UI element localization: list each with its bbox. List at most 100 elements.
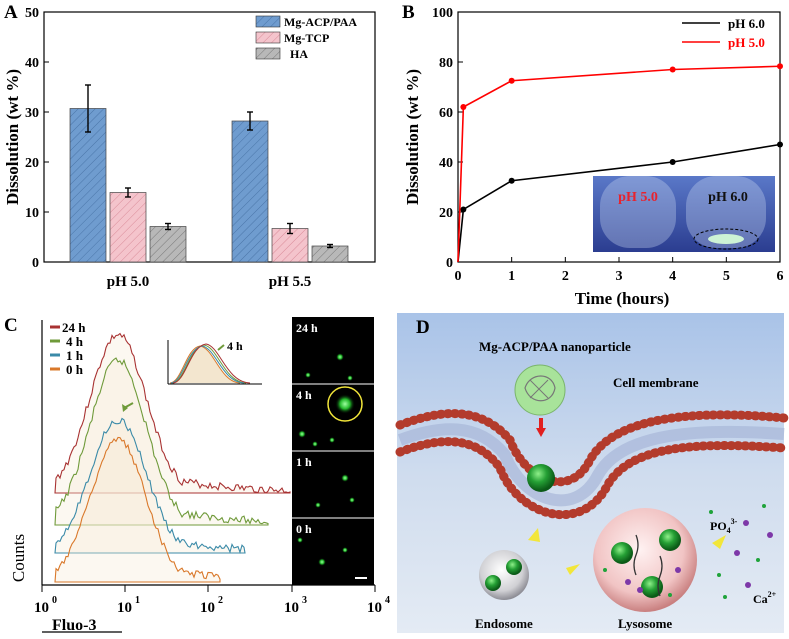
x-tick-exponent: 2 (218, 595, 223, 606)
panel-a-label: A (4, 2, 18, 23)
y-tick-label: 60 (439, 106, 453, 121)
x-tick-label: 3 (616, 269, 623, 284)
x-tick-label: 10 (34, 600, 49, 616)
histogram-trace (54, 417, 246, 554)
x-tick-label: 6 (777, 269, 784, 284)
legend-label-24h: 24 h (62, 320, 86, 335)
x-tick-label: 4 (669, 269, 676, 284)
bar (69, 108, 107, 263)
data-point (669, 66, 676, 73)
y-tick-label: 30 (25, 106, 39, 121)
x-tick-label: pH 5.5 (269, 274, 312, 290)
arrow-icon-shaft (123, 402, 134, 409)
yellow-arrow-icon (712, 535, 726, 549)
data-point (508, 77, 515, 84)
bar (231, 120, 269, 263)
panel-a-legend: Mg-ACP/PAA Mg-TCP HA (255, 15, 357, 61)
panel-b-legend: pH 6.0 pH 5.0 (682, 16, 765, 50)
panel-a: A Dissolution (wt %) 0 10 20 30 40 50 pH 5.0 pH… (3, 2, 376, 290)
micrograph-label-1h: 1 h (296, 455, 312, 469)
y-tick-label: 20 (439, 206, 453, 221)
panel-b-plot: 0 20 40 60 80 100 0 1 2 3 4 5 6 (432, 6, 784, 284)
panel-c-x-ticks: 10 0 10 1 10 2 10 3 10 4 (34, 585, 390, 616)
legend-label-ph60: pH 6.0 (728, 16, 765, 31)
cell-membrane (395, 409, 789, 520)
x-tick-label: pH 5.0 (107, 274, 150, 290)
x-tick-label: 10 (367, 600, 382, 616)
y-tick-label: 40 (25, 56, 39, 71)
panel-d-label: D (416, 317, 430, 338)
data-point (460, 206, 467, 213)
x-tick-exponent: 4 (385, 595, 390, 606)
legend-label-mg-tcp: Mg-TCP (284, 31, 329, 45)
panel-c-xlabel: Fluo-3 (52, 617, 96, 634)
down-arrow-icon (536, 428, 546, 437)
x-tick-exponent: 3 (302, 595, 307, 606)
panel-a-plot: 0 10 20 30 40 50 pH 5.0 pH 5.5 (25, 6, 376, 290)
y-tick-label: 50 (25, 6, 39, 21)
panel-b-ylabel: Dissolution (wt %) (403, 69, 422, 205)
yellow-arrow-icon (528, 528, 540, 542)
x-tick-label: 10 (200, 600, 215, 616)
legend-label-ph50: pH 5.0 (728, 35, 765, 50)
legend-label-0h: 0 h (66, 362, 84, 377)
x-tick-label: 0 (455, 269, 462, 284)
legend-label-4h: 4 h (66, 334, 84, 349)
micrograph-label-0h: 0 h (296, 522, 312, 536)
inset-label-ph60: pH 6.0 (708, 190, 748, 205)
legend-label-mg-acp-paa: Mg-ACP/PAA (284, 15, 357, 29)
bar (149, 226, 187, 263)
x-tick-label: 10 (284, 600, 299, 616)
x-tick-exponent: 1 (135, 595, 140, 606)
panel-b: B Dissolution (wt %) Time (hours) pH 5.0… (402, 2, 784, 308)
x-tick-label: 5 (723, 269, 730, 284)
y-tick-label: 100 (432, 6, 453, 21)
data-point (460, 104, 467, 110)
lysosome-icon (593, 508, 697, 612)
legend-swatch-mg-tcp (255, 31, 281, 44)
membrane-label: Cell membrane (613, 375, 699, 390)
y-tick-label: 20 (25, 156, 39, 171)
histogram-trace (54, 357, 269, 526)
y-tick-label: 80 (439, 56, 453, 71)
panel-c-legend: 24 h 4 h 1 h 0 h (50, 320, 86, 377)
y-tick-label: 0 (32, 256, 39, 271)
yellow-arrow-icon (566, 564, 580, 575)
phosphate-superscript: 3- (731, 517, 738, 526)
svg-text:PO43-: PO43- (710, 517, 738, 535)
nanoparticle-icon (514, 364, 566, 416)
calcium-label: Ca (753, 592, 768, 606)
phosphate-label: PO (710, 519, 727, 533)
legend-swatch-ha (255, 47, 281, 60)
data-point (777, 141, 783, 148)
panel-b-xlabel: Time (hours) (575, 289, 670, 308)
x-tick-exponent: 0 (52, 595, 57, 606)
panel-b-label: B (402, 2, 415, 23)
micrograph-label-4h: 4 h (296, 388, 312, 402)
ion-particles (709, 504, 773, 599)
data-point (777, 63, 783, 70)
endosome-label: Endosome (475, 616, 533, 631)
y-tick-label: 10 (25, 206, 39, 221)
internalized-particle-icon (527, 464, 555, 492)
panel-a-ylabel: Dissolution (wt %) (3, 69, 22, 205)
data-point (508, 177, 515, 184)
panel-c: C 10 0 10 1 10 2 10 3 10 4 Counts Fluo-3 24 h 4 h… (4, 315, 390, 634)
panel-c-micrographs: 24 h 4 h 1 h 0 h (292, 317, 374, 585)
svg-text:Ca2+: Ca2+ (753, 590, 777, 606)
x-tick-label: 2 (562, 269, 569, 284)
legend-swatch-mg-acp-paa (255, 15, 281, 28)
legend-label-ha: HA (290, 47, 308, 61)
panel-c-label: C (4, 315, 18, 336)
panel-d: D Mg-ACP/PAA nanoparticle Cell membrane … (395, 313, 789, 633)
bar (311, 245, 349, 263)
calcium-superscript: 2+ (768, 590, 777, 599)
inset-label-ph50: pH 5.0 (618, 190, 658, 205)
endosome-icon (479, 550, 529, 600)
x-tick-label: 10 (117, 600, 132, 616)
panel-c-ylabel: Counts (9, 534, 28, 582)
panel-d-background (397, 313, 784, 633)
data-point (669, 159, 676, 165)
phosphate-subscript: 4 (727, 526, 731, 535)
